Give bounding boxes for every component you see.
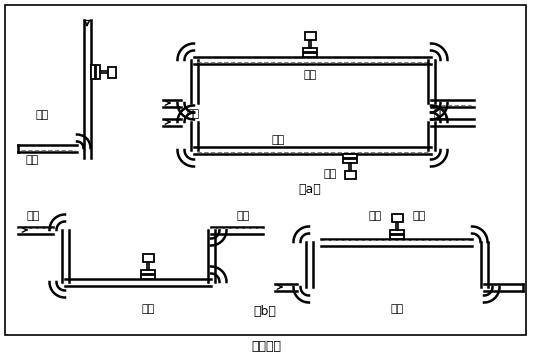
Bar [91, 65, 94, 79]
Bar [344, 170, 356, 178]
Text: 液体: 液体 [187, 109, 200, 119]
Bar [303, 48, 317, 52]
Text: 液体: 液体 [26, 155, 38, 165]
Bar [141, 270, 155, 274]
Bar [392, 213, 402, 222]
Text: （a）: （a） [298, 183, 321, 196]
Bar [142, 253, 154, 261]
Text: 气泡: 气泡 [236, 211, 249, 221]
Text: 气泡: 气泡 [413, 211, 426, 221]
Text: 正确: 正确 [303, 70, 317, 80]
Text: 气泡: 气泡 [368, 211, 382, 221]
Text: 液体: 液体 [324, 169, 337, 179]
Text: 正确: 正确 [141, 304, 155, 314]
Bar [304, 31, 316, 39]
Bar [343, 153, 357, 157]
Bar [141, 274, 155, 278]
Text: （b）: （b） [254, 305, 277, 318]
Text: 正确: 正确 [35, 110, 49, 120]
Text: 错误: 错误 [271, 135, 285, 145]
Text: 液体: 液体 [433, 109, 447, 119]
Bar [303, 52, 317, 57]
Bar [390, 235, 404, 239]
Text: 错误: 错误 [390, 304, 403, 314]
Bar [390, 230, 404, 234]
Text: 气泡: 气泡 [26, 211, 39, 221]
Text: 图（四）: 图（四） [251, 340, 281, 353]
Bar [343, 158, 357, 162]
Bar [108, 66, 116, 78]
Bar [95, 65, 100, 79]
